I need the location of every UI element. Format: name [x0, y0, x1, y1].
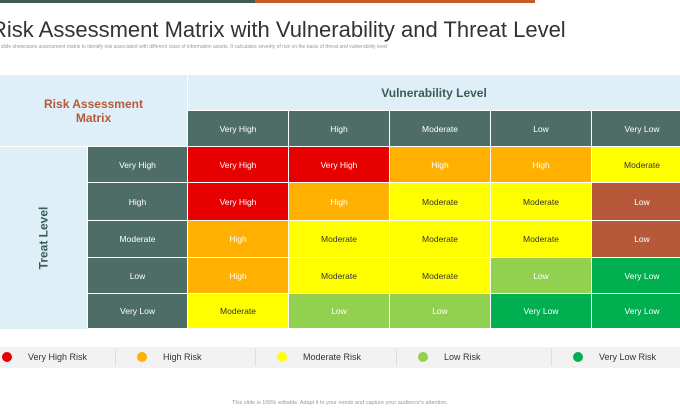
row-header: Very Low [88, 294, 188, 329]
risk-cell: High [491, 147, 592, 183]
risk-cell: Moderate [188, 294, 289, 329]
legend-divider [115, 349, 116, 366]
column-header: Very High [188, 111, 289, 147]
risk-cell: Low [592, 183, 680, 221]
risk-cell: Very Low [491, 294, 592, 329]
risk-cell: Very High [188, 183, 289, 221]
corner-title: Risk Assessment Matrix [0, 75, 188, 147]
risk-cell: Moderate [491, 221, 592, 258]
risk-cell: Very Low [592, 294, 680, 329]
legend-dot [573, 352, 583, 362]
risk-cell: Low [491, 258, 592, 294]
row-header: High [88, 183, 188, 221]
column-header: Moderate [390, 111, 491, 147]
risk-cell: High [188, 258, 289, 294]
legend-divider [396, 349, 397, 366]
column-header: High [289, 111, 390, 147]
risk-cell: Low [289, 294, 390, 329]
legend-dot [2, 352, 12, 362]
risk-cell: Moderate [289, 258, 390, 294]
risk-cell: Very High [289, 147, 390, 183]
legend-label: Very High Risk [28, 352, 88, 362]
footer: This slide is 100% editable. Adapt it to… [232, 400, 448, 406]
legend-dot [137, 352, 147, 362]
threat-label: Treat Level [36, 206, 51, 270]
threat-cell: Treat Level [0, 147, 88, 329]
title: Risk Assessment Matrix with Vulnerabilit… [0, 17, 566, 42]
risk-cell: Low [390, 294, 491, 329]
risk-cell: High [188, 221, 289, 258]
risk-cell: Moderate [390, 183, 491, 221]
risk-cell: Moderate [592, 147, 680, 183]
legend-divider [551, 349, 552, 366]
risk-cell: Moderate [491, 183, 592, 221]
top-bar [255, 0, 535, 3]
legend-dot [418, 352, 428, 362]
risk-cell: Very Low [592, 258, 680, 294]
legend-label: Very Low Risk [599, 352, 657, 362]
row-header: Very High [88, 147, 188, 183]
row-header: Low [88, 258, 188, 294]
legend-label: High Risk [163, 352, 202, 362]
row-header: Moderate [88, 221, 188, 258]
column-header: Low [491, 111, 592, 147]
risk-cell: High [390, 147, 491, 183]
legend-band [0, 347, 680, 368]
risk-cell: Very High [188, 147, 289, 183]
column-header: Very Low [592, 111, 680, 147]
legend-label: Low Risk [444, 352, 481, 362]
risk-cell: Moderate [390, 258, 491, 294]
legend-divider [255, 349, 256, 366]
vulnerability-label: Vulnerability Level [188, 75, 680, 111]
legend-dot [277, 352, 287, 362]
risk-cell: Moderate [289, 221, 390, 258]
risk-cell: Low [592, 221, 680, 258]
risk-cell: High [289, 183, 390, 221]
subtitle: This slide showcases assessment matrix t… [0, 44, 388, 50]
risk-cell: Moderate [390, 221, 491, 258]
legend-label: Moderate Risk [303, 352, 362, 362]
top-bar [0, 0, 255, 3]
